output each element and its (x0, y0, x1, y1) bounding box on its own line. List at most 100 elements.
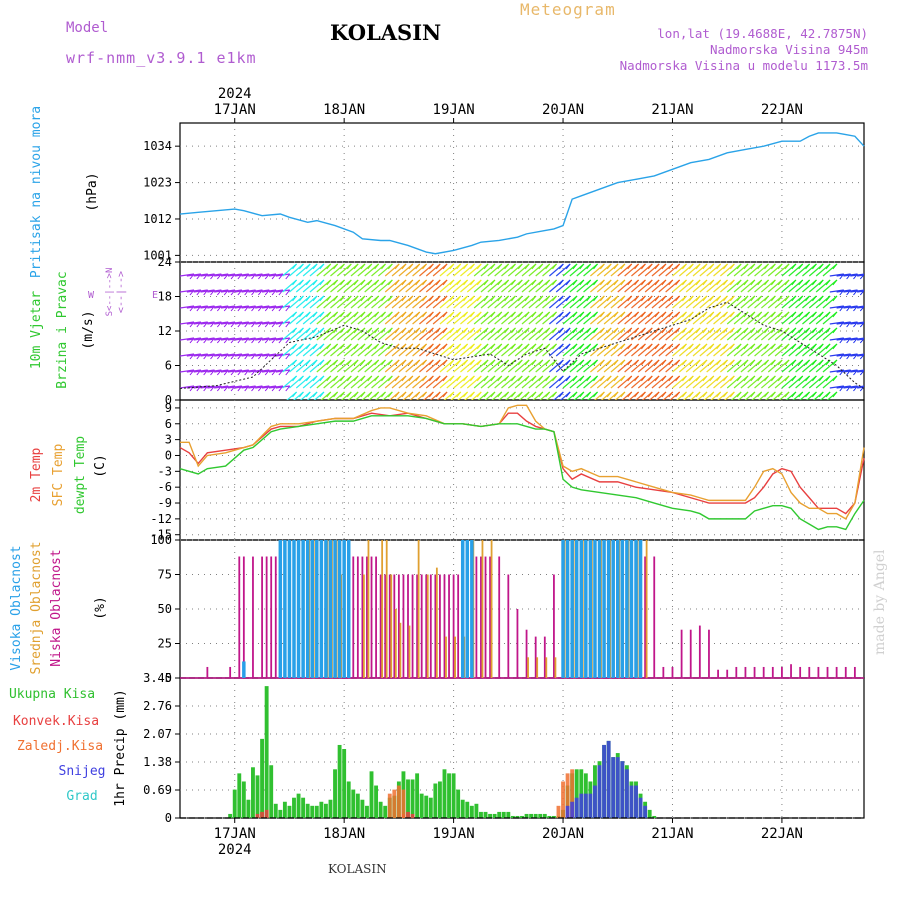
precip-bar (260, 811, 265, 818)
wind-barb-flag (729, 263, 735, 270)
wind-barb-flag (353, 263, 359, 270)
wind-barb (850, 321, 864, 325)
wind-barb-flag (634, 327, 639, 334)
wind-barb-flag (620, 375, 626, 382)
wind-barb-flag (340, 327, 345, 334)
precip-bar (228, 813, 233, 818)
wind-barb-flag (586, 375, 592, 382)
wind-barb (767, 343, 783, 357)
wind-barb (320, 391, 332, 400)
wind-barb-flag (613, 327, 619, 334)
wind-barb (754, 295, 769, 309)
precip-bar (565, 805, 570, 818)
wind-barb (514, 279, 530, 293)
wind-barb (692, 311, 708, 325)
wind-barb-flag (818, 327, 824, 334)
wind-barb-flag (716, 327, 722, 334)
wind-barb (412, 311, 427, 325)
wind-barb-flag (654, 263, 660, 270)
wind-barb (405, 279, 421, 293)
wind-barb-flag (736, 295, 742, 302)
wind-barb-flag (736, 279, 742, 286)
wind-barb (514, 343, 530, 357)
temperature-y-tick-label: 6 (165, 417, 172, 431)
wind-barb (275, 273, 290, 277)
wind-barb (617, 375, 633, 389)
wind-barb (706, 279, 722, 293)
wind-barb-flag (620, 263, 626, 270)
wind-barb (808, 327, 824, 341)
cloud-mid-ylabel: Srednja Oblacnost (29, 541, 44, 674)
wind-barb-flag (442, 279, 448, 286)
wind-barb (751, 391, 763, 400)
wind-barb (309, 375, 325, 389)
wind-barb (501, 295, 516, 309)
wind-barb-flag (613, 391, 619, 398)
wind-barb (555, 295, 571, 309)
wind-barb (692, 295, 708, 309)
wind-barb (678, 359, 694, 373)
wind-barb (795, 375, 810, 389)
wind-barb-flag (647, 359, 653, 366)
temperature-y-tick-label: -3 (158, 464, 172, 478)
wind-barb (350, 311, 366, 325)
wind-barb-flag (606, 375, 612, 382)
wind-barb-flag (634, 359, 639, 366)
wind-barb-flag (675, 327, 681, 334)
wind-barb (576, 295, 592, 309)
wind-barb-flag (606, 359, 612, 366)
wind-barb-flag (285, 305, 291, 312)
wind-barb-flag (545, 327, 551, 334)
wind-barb-flag (867, 274, 871, 279)
wind-barb (343, 327, 359, 341)
wind-barb (740, 295, 756, 309)
wind-barb (241, 321, 256, 325)
wind-barb (453, 359, 468, 373)
wind-barb (631, 359, 646, 373)
wind-barb-flag (340, 343, 345, 350)
wind-barb-flag (545, 391, 551, 398)
wind-barb-flag (429, 327, 434, 334)
wind-barb (651, 327, 667, 341)
wind-barb-flag (353, 375, 359, 382)
wind-barb (336, 263, 352, 277)
wind-barb-flag (832, 375, 838, 382)
wind-barb-flag (463, 375, 468, 382)
cloud-y-tick-label: 100 (150, 533, 172, 547)
wind-barb (371, 279, 386, 293)
wind-barb-flag (812, 343, 817, 350)
wind-barb-flag (483, 391, 489, 398)
precip-bar (255, 775, 260, 818)
wind-barb (507, 311, 523, 325)
wind-barb (819, 391, 831, 400)
wind-barb (480, 263, 496, 277)
wind-barb-flag (586, 295, 592, 302)
wind-barb-flag (777, 375, 783, 382)
coordinates: lon,lat (19.4688E, 42.7875N) (657, 26, 868, 41)
wind-barb-flag (333, 343, 339, 350)
wind-barb-flag (449, 391, 455, 398)
wind-barb-flag (695, 391, 701, 398)
wind-barb-flag (668, 391, 674, 398)
wind-barb (795, 327, 810, 341)
wind-barb-flag (791, 343, 797, 350)
x-year-label-bottom: 2024 (218, 842, 252, 858)
wind-barb-flag (490, 391, 496, 398)
wind-barb (460, 359, 475, 373)
wind-barb-flag (387, 375, 393, 382)
x-tick-label-top: 22JAN (761, 102, 803, 118)
wind-barb (343, 295, 359, 309)
wind-barb-flag (279, 402, 283, 407)
wind-barb (186, 321, 201, 325)
wind-barb (357, 295, 373, 309)
wind-barb (665, 263, 681, 277)
wind-barb-flag (818, 279, 824, 286)
wind-barb (220, 321, 236, 325)
wind-barb-flag (415, 295, 421, 302)
wind-barb-flag (818, 263, 824, 270)
wind-barb-flag (552, 391, 557, 398)
wind-barb (747, 327, 763, 341)
wind-barb (864, 402, 878, 404)
wind-barb-flag (353, 279, 359, 286)
wind-barb (808, 343, 824, 357)
